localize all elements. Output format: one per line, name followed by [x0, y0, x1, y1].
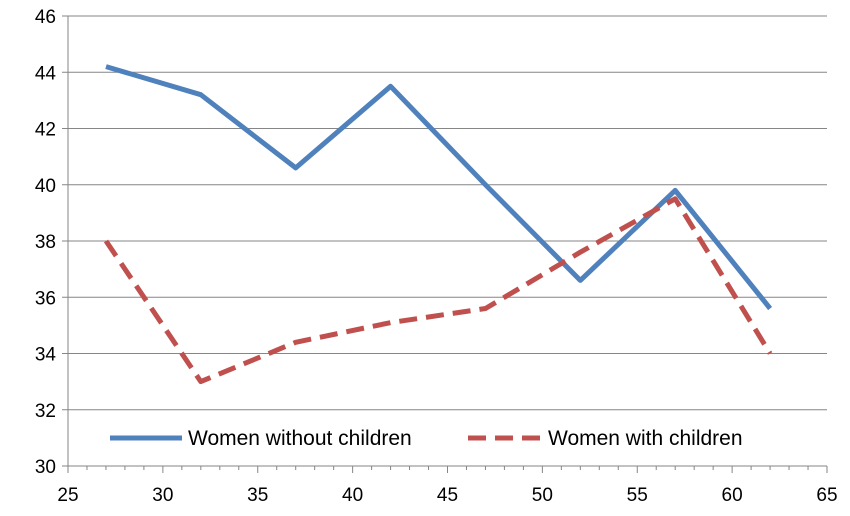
x-tick-label: 45 [437, 485, 458, 506]
y-tick-label: 44 [35, 63, 57, 84]
gridlines [68, 15, 827, 411]
y-tick-label: 36 [35, 288, 56, 309]
series-line-0 [105, 64, 773, 311]
y-tick-label: 46 [35, 7, 56, 28]
y-tick-label: 30 [35, 457, 56, 478]
legend-label-1: Women with children [548, 427, 743, 450]
x-tick-label: 65 [816, 485, 837, 506]
legend: Women without children Women with childre… [110, 427, 743, 450]
y-tick-label: 40 [35, 176, 56, 197]
x-tick-label: 40 [342, 485, 363, 506]
series-line-1 [103, 196, 773, 385]
x-tick-label: 60 [722, 485, 743, 506]
x-tick-label: 55 [627, 485, 648, 506]
y-tick-label: 32 [35, 401, 56, 422]
x-tick-label: 35 [247, 485, 268, 506]
legend-label-0: Women without children [188, 427, 412, 450]
y-tick-label: 34 [35, 345, 57, 366]
x-tick-label: 30 [152, 485, 173, 506]
series-lines [103, 64, 773, 385]
x-tick-label: 50 [532, 485, 553, 506]
y-tick-label: 42 [35, 120, 56, 141]
x-tick-label: 25 [57, 485, 78, 506]
y-tick-label: 38 [35, 232, 56, 253]
